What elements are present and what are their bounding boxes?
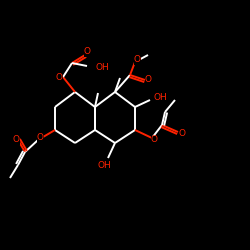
Text: O: O [84, 48, 90, 56]
Text: O: O [56, 72, 62, 82]
Text: OH: OH [97, 160, 111, 170]
Text: O: O [12, 136, 20, 144]
Text: O: O [150, 136, 158, 144]
Text: O: O [178, 130, 186, 138]
Text: OH: OH [154, 92, 168, 102]
Text: O: O [36, 134, 44, 142]
Text: O: O [134, 56, 140, 64]
Text: O: O [144, 76, 152, 84]
Text: OH: OH [96, 62, 110, 72]
